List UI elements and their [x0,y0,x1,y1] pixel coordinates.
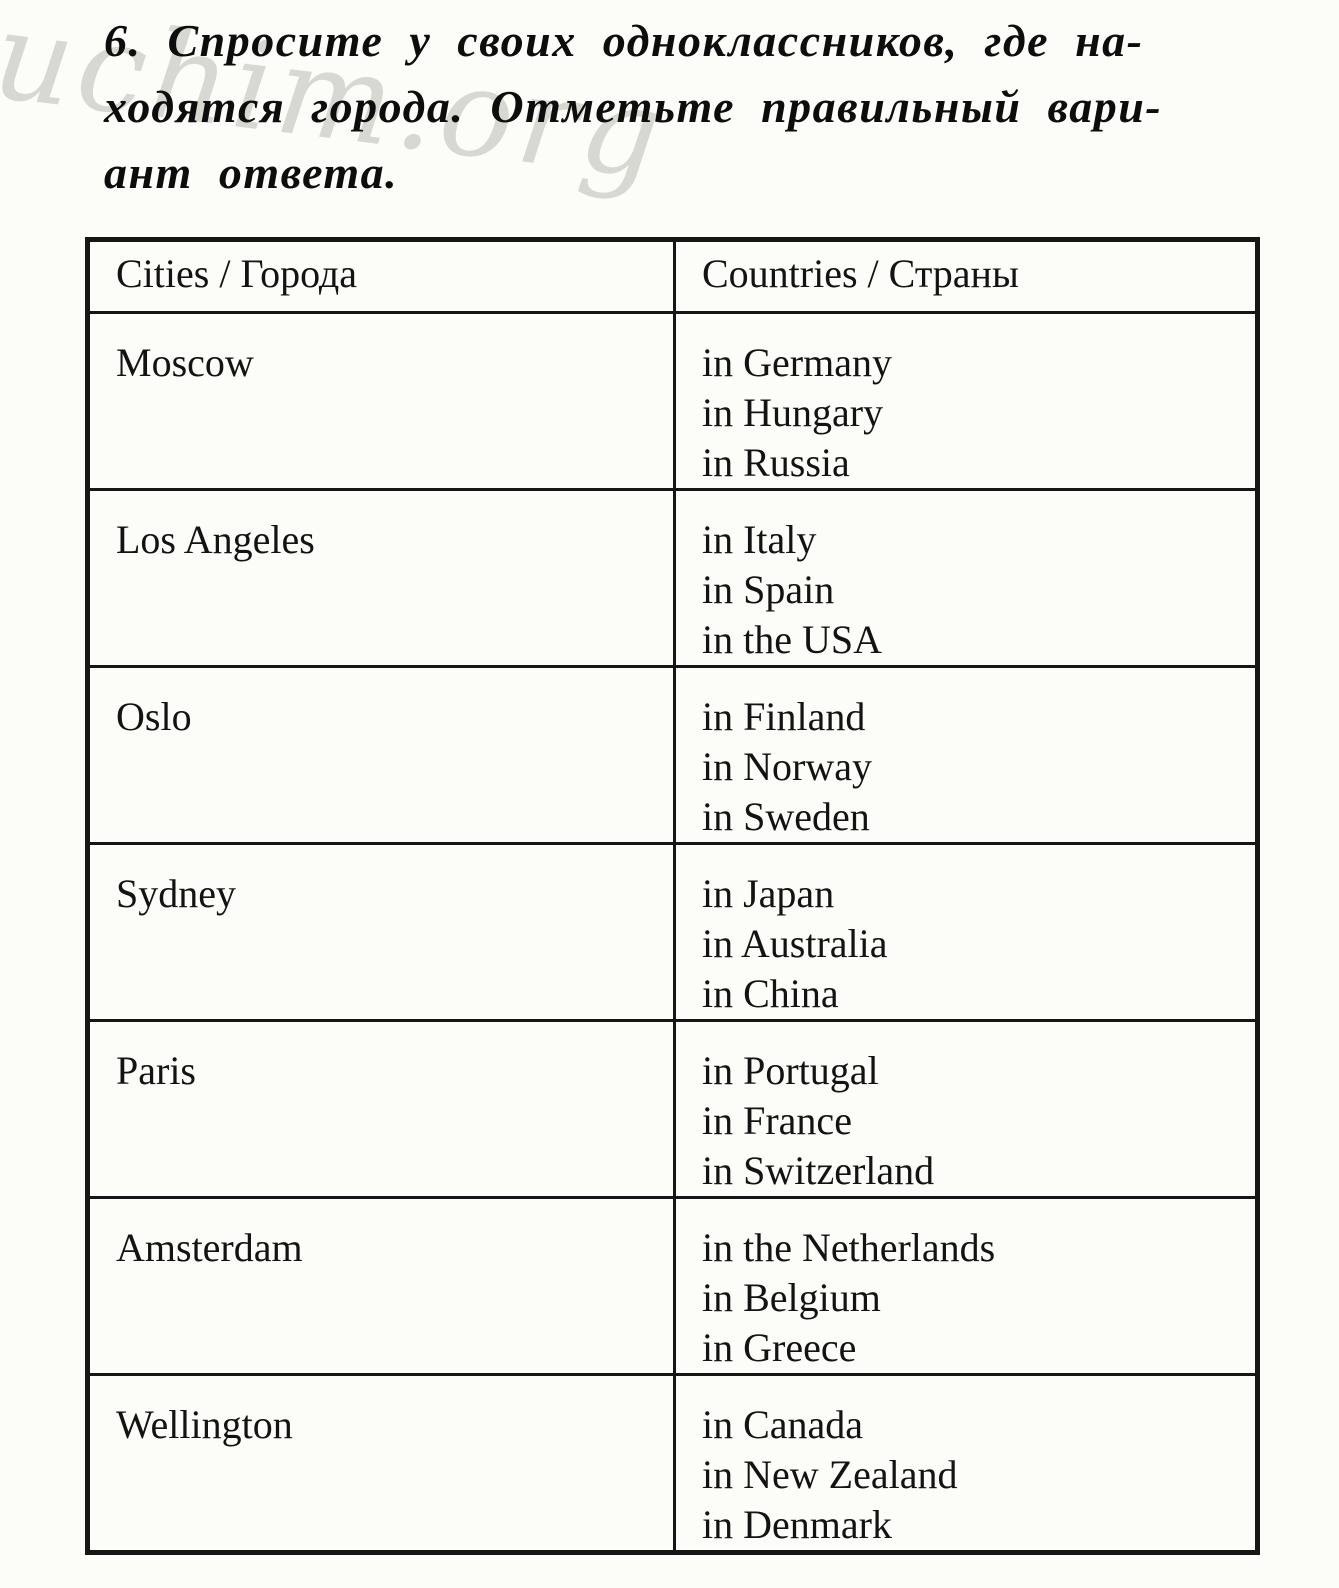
country-option: in Russia [702,440,850,485]
city-name: Sydney [116,871,236,916]
country-option: in Portugal [702,1048,879,1093]
table-row: Paris in Portugal in France in Switzerla… [86,1019,1259,1199]
country-option: in Australia [702,921,888,966]
city-name: Los Angeles [116,517,315,562]
country-option: in China [702,971,839,1016]
country-option: in Sweden [702,794,870,839]
table-row: Amsterdam in the Netherlands in Belgium … [86,1196,1259,1376]
country-option: in France [702,1098,852,1143]
column-header-countries: Countries / Страны [673,238,1259,314]
table-row: Sydney in Japan in Australia in China [86,842,1259,1022]
country-option: in Belgium [702,1275,881,1320]
country-option: in Italy [702,517,817,562]
table-row: Wellington in Canada in New Zealand in D… [86,1373,1259,1554]
city-name: Moscow [116,340,254,385]
country-option: in Hungary [702,390,884,435]
country-option: in Finland [702,694,866,739]
cities-countries-table: Cities / Города Countries / Страны Mosco… [85,237,1260,1555]
country-options-cell: in Finland in Norway in Sweden [673,665,1259,845]
country-options-cell: in Canada in New Zealand in Denmark [673,1373,1259,1554]
country-option: in Japan [702,871,835,916]
country-options-cell: in Germany in Hungary in Russia [673,311,1259,491]
country-option: in Norway [702,744,872,789]
country-option: in Spain [702,567,835,612]
city-name: Paris [116,1048,196,1093]
city-name: Wellington [116,1402,293,1447]
task-instruction-line: ант ответа. [104,147,399,198]
city-cell: Wellington [86,1373,676,1554]
country-option: in the Netherlands [702,1225,996,1270]
country-option: in New Zealand [702,1452,958,1497]
table-header-row: Cities / Города Countries / Страны [86,238,1259,314]
country-options-cell: in the Netherlands in Belgium in Greece [673,1196,1259,1376]
country-option: in Germany [702,340,892,385]
table-row: Los Angeles in Italy in Spain in the USA [86,488,1259,668]
table-row: Oslo in Finland in Norway in Sweden [86,665,1259,845]
city-cell: Sydney [86,842,676,1022]
country-option: in Canada [702,1402,864,1447]
country-option: in the USA [702,617,882,662]
task-instruction: 6. Спросите у своих одноклассников, где … [104,8,1284,206]
task-instruction-line: ходятся города. Отметьте правильный вари… [104,81,1163,132]
task-instruction-line: 6. Спросите у своих одноклассников, где … [104,15,1144,66]
country-options-cell: in Italy in Spain in the USA [673,488,1259,668]
city-name: Oslo [116,694,192,739]
city-cell: Oslo [86,665,676,845]
country-options-cell: in Portugal in France in Switzerland [673,1019,1259,1199]
country-options-cell: in Japan in Australia in China [673,842,1259,1022]
column-header-cities: Cities / Города [86,238,676,314]
city-cell: Amsterdam [86,1196,676,1376]
country-option: in Greece [702,1325,857,1370]
city-cell: Moscow [86,311,676,491]
city-cell: Los Angeles [86,488,676,668]
country-option: in Switzerland [702,1148,935,1193]
table-row: Moscow in Germany in Hungary in Russia [86,311,1259,491]
city-cell: Paris [86,1019,676,1199]
country-option: in Denmark [702,1502,892,1547]
city-name: Amsterdam [116,1225,303,1270]
